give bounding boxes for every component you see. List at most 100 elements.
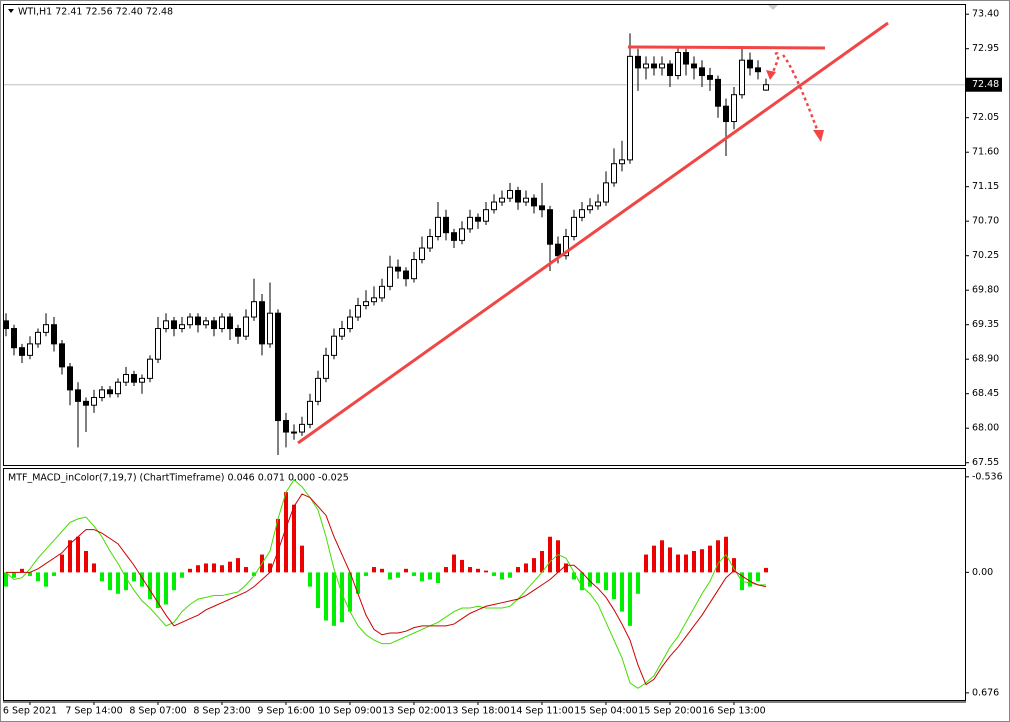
candle-body bbox=[323, 354, 329, 379]
x-tick-label: 16 Sep 13:00 bbox=[702, 706, 765, 717]
candle-body bbox=[155, 328, 161, 360]
y-tick-label: 71.15 bbox=[972, 181, 999, 192]
candle-body bbox=[35, 331, 41, 345]
histogram-bar bbox=[524, 563, 528, 573]
candle-body bbox=[331, 335, 337, 356]
candle-body bbox=[3, 320, 9, 330]
y-tick-label: 69.35 bbox=[972, 319, 999, 330]
histogram-bar bbox=[164, 572, 168, 605]
candle-body bbox=[731, 94, 737, 123]
histogram-bar bbox=[76, 536, 80, 573]
candle-body bbox=[451, 232, 457, 241]
candle-body bbox=[195, 316, 201, 326]
histogram-bar bbox=[244, 567, 248, 573]
candle-body bbox=[363, 301, 369, 307]
data-layer: 73.40 72.95 72.05 71.60 71.15 70.70 70.25 69.80… bbox=[3, 9, 1003, 717]
macd-panel bbox=[3, 468, 966, 701]
x-tick-label: 8 Sep 07:00 bbox=[129, 706, 186, 717]
histogram-bar bbox=[580, 572, 584, 591]
histogram-bar bbox=[748, 572, 752, 587]
histogram-bar bbox=[156, 572, 160, 609]
candle-body bbox=[651, 63, 657, 69]
histogram-bar bbox=[460, 559, 464, 573]
histogram-bar bbox=[348, 572, 352, 612]
histogram-bar bbox=[692, 550, 696, 573]
histogram-bar bbox=[668, 547, 672, 573]
candle-body bbox=[443, 216, 449, 234]
candle-body bbox=[643, 63, 649, 69]
histogram-bar bbox=[140, 572, 144, 587]
candle-body bbox=[603, 182, 609, 203]
candle-body bbox=[11, 328, 17, 349]
y-tick-label: 68.45 bbox=[972, 388, 999, 399]
histogram-bar bbox=[108, 572, 112, 591]
candle-body bbox=[739, 59, 745, 96]
x-tick-label: 14 Sep 11:00 bbox=[510, 706, 573, 717]
candle-body bbox=[707, 75, 713, 80]
histogram-bar bbox=[284, 492, 288, 573]
histogram-bar bbox=[628, 572, 632, 626]
histogram-bar bbox=[484, 570, 488, 573]
histogram-bar bbox=[516, 567, 520, 573]
x-tick-label: 6 Sep 2021 bbox=[3, 706, 57, 717]
histogram-bar bbox=[268, 563, 272, 573]
histogram-bar bbox=[12, 572, 16, 578]
x-tick-label: 7 Sep 14:00 bbox=[65, 706, 122, 717]
histogram-bar bbox=[276, 518, 280, 573]
candle-body bbox=[571, 216, 577, 238]
candle-body bbox=[51, 324, 57, 345]
candle-body bbox=[171, 320, 177, 330]
candle-body bbox=[291, 431, 297, 434]
candle-body bbox=[283, 420, 289, 433]
candle-body bbox=[203, 320, 209, 326]
shift-marker[interactable] bbox=[768, 5, 778, 10]
histogram-bar bbox=[20, 568, 24, 573]
candle-body bbox=[763, 84, 769, 91]
histogram-bar bbox=[60, 554, 64, 573]
candle-body bbox=[307, 400, 313, 425]
histogram-bar bbox=[316, 572, 320, 609]
candle-body bbox=[555, 243, 561, 257]
histogram-bar bbox=[172, 572, 176, 591]
current-price-box bbox=[966, 77, 1002, 92]
histogram-bar bbox=[708, 545, 712, 573]
dotted-arrow bbox=[782, 54, 820, 133]
candle-body bbox=[523, 197, 529, 203]
histogram-bar bbox=[308, 572, 312, 587]
menu-arrow[interactable] bbox=[8, 9, 14, 13]
histogram-bar bbox=[84, 550, 88, 573]
candle-body bbox=[675, 52, 681, 77]
x-tick-label: 8 Sep 23:00 bbox=[193, 706, 250, 717]
candle-body bbox=[475, 216, 481, 222]
histogram-bar bbox=[604, 572, 608, 591]
histogram-bar bbox=[644, 554, 648, 573]
histogram-bar bbox=[68, 540, 72, 573]
histogram-bar bbox=[4, 572, 8, 587]
candle-body bbox=[435, 216, 441, 238]
candle-body bbox=[259, 301, 265, 345]
candle-body bbox=[67, 366, 73, 391]
candle-body bbox=[459, 228, 465, 241]
histogram-bar bbox=[372, 567, 376, 573]
histogram-bar bbox=[204, 563, 208, 573]
histogram-bar bbox=[428, 572, 432, 580]
candle-body bbox=[499, 197, 505, 203]
histogram-bar bbox=[380, 568, 384, 573]
candle-body bbox=[99, 389, 105, 399]
histogram-bar bbox=[356, 572, 360, 594]
candle-body bbox=[635, 55, 641, 69]
dotted-arrow bbox=[770, 52, 780, 75]
y-tick-label: 0.676 bbox=[972, 687, 999, 698]
histogram-bar bbox=[116, 572, 120, 594]
candle-body bbox=[747, 59, 753, 69]
candle-body bbox=[419, 247, 425, 261]
histogram-bar bbox=[412, 572, 416, 576]
trend-line bbox=[297, 21, 889, 445]
histogram-bar bbox=[124, 572, 128, 591]
candle-body bbox=[131, 374, 137, 383]
y-tick-label: 68.90 bbox=[972, 354, 999, 365]
candle-body bbox=[91, 397, 97, 406]
histogram-bar bbox=[324, 572, 328, 621]
